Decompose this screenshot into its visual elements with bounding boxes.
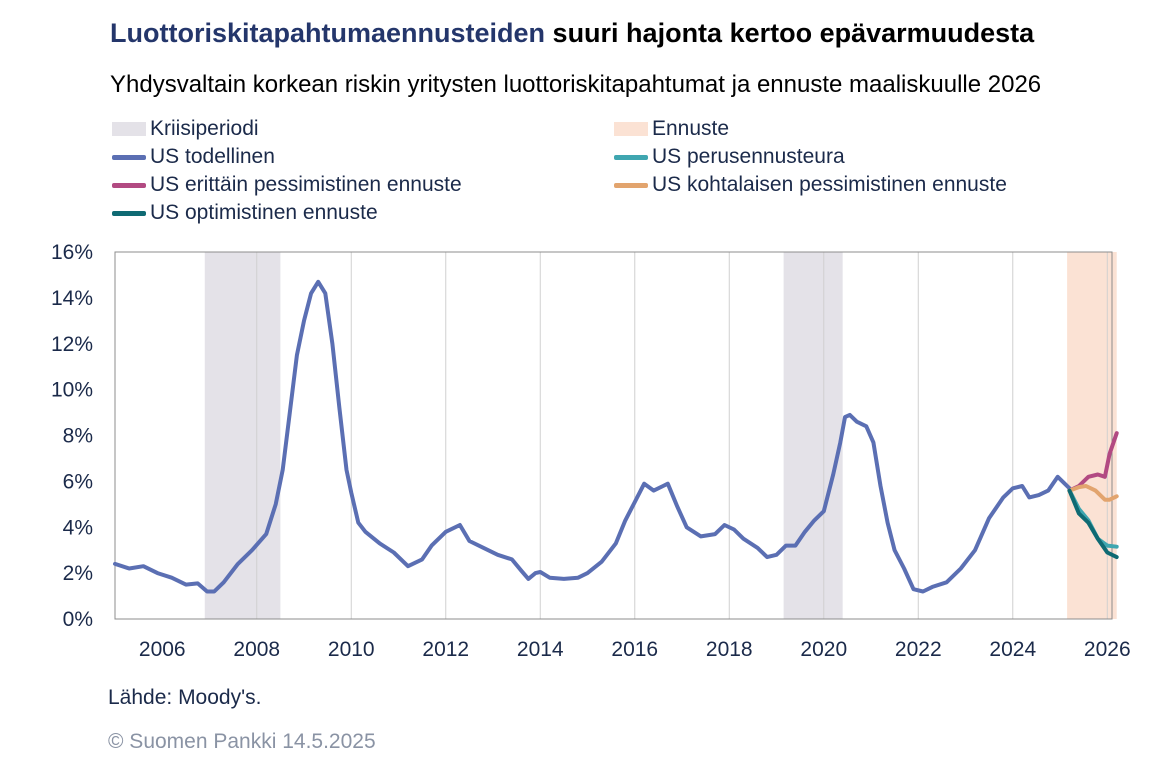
y-tick-label: 12% [51, 333, 93, 356]
x-tick-label: 2026 [1084, 638, 1131, 661]
crisis-band-1 [204, 252, 281, 619]
y-tick-label: 8% [63, 425, 93, 448]
x-tick-label: 2012 [422, 638, 469, 661]
y-tick-label: 6% [63, 470, 93, 493]
chart-title: Luottoriskitapahtumaennusteiden suuri ha… [110, 18, 1034, 49]
x-tick-label: 2024 [989, 638, 1036, 661]
legend-label-baseline: US perusennusteura [652, 145, 845, 168]
y-tick-label: 2% [63, 562, 93, 585]
legend-item-actual: US todellinen [112, 145, 275, 169]
legend-label-optimistic: US optimistinen ennuste [150, 201, 378, 224]
y-tick-label: 4% [63, 516, 93, 539]
legend-swatch-forecast [614, 122, 648, 136]
x-tick-label: 2022 [895, 638, 942, 661]
y-tick-label: 14% [51, 287, 93, 310]
chart-title-highlight: Luottoriskitapahtumaennusteiden [110, 18, 546, 48]
line-chart: 0% 2% 4% 6% 8% 10% 12% 14% 16% 2006 2008 2010 2012 20… [51, 241, 1131, 661]
series-line-moderate [1067, 484, 1119, 502]
legend-item-severe: US erittäin pessimistinen ennuste [112, 173, 462, 197]
legend-swatch-optimistic [112, 210, 146, 216]
x-tick-label: 2014 [517, 638, 564, 661]
legend-swatch-moderate [614, 182, 648, 188]
crisis-band-2 [783, 252, 843, 619]
legend-swatch-crisis [112, 122, 146, 136]
series-line-actual [113, 279, 1072, 594]
legend-swatch-actual [112, 154, 146, 160]
chart-title-rest: suuri hajonta kertoo epävarmuudesta [545, 18, 1035, 48]
legend-label-moderate: US kohtalaisen pessimistinen ennuste [652, 173, 1007, 196]
x-tick-label: 2006 [139, 638, 186, 661]
legend-label-forecast: Ennuste [652, 117, 730, 140]
source-note: Lähde: Moody's. [108, 686, 262, 709]
plot-frame [114, 251, 1113, 620]
legend: Kriisiperiodi Ennuste US todellinen US p… [112, 117, 1112, 229]
legend-label-crisis: Kriisiperiodi [150, 117, 259, 140]
legend-swatch-baseline [614, 154, 648, 160]
legend-label-actual: US todellinen [150, 145, 275, 168]
copyright-note: © Suomen Pankki 14.5.2025 [108, 730, 376, 753]
x-tick-label: 2016 [611, 638, 658, 661]
chart-subtitle: Yhdysvaltain korkean riskin yritysten lu… [110, 71, 1042, 98]
x-tick-label: 2020 [800, 638, 847, 661]
legend-label-severe: US erittäin pessimistinen ennuste [150, 173, 462, 196]
x-tick-label: 2010 [328, 638, 375, 661]
x-tick-label: 2018 [706, 638, 753, 661]
y-tick-label: 16% [51, 241, 93, 264]
legend-item-moderate: US kohtalaisen pessimistinen ennuste [614, 173, 1007, 197]
x-tick-label: 2008 [233, 638, 280, 661]
legend-item-forecast: Ennuste [614, 117, 729, 141]
legend-item-baseline: US perusennusteura [614, 145, 845, 169]
legend-item-optimistic: US optimistinen ennuste [112, 201, 378, 225]
forecast-band [1067, 252, 1117, 619]
legend-item-crisis: Kriisiperiodi [112, 117, 259, 141]
series-line-optimistic [1067, 488, 1119, 560]
y-tick-label: 10% [51, 379, 93, 402]
y-tick-label: 0% [63, 608, 93, 631]
legend-swatch-severe [112, 182, 146, 188]
